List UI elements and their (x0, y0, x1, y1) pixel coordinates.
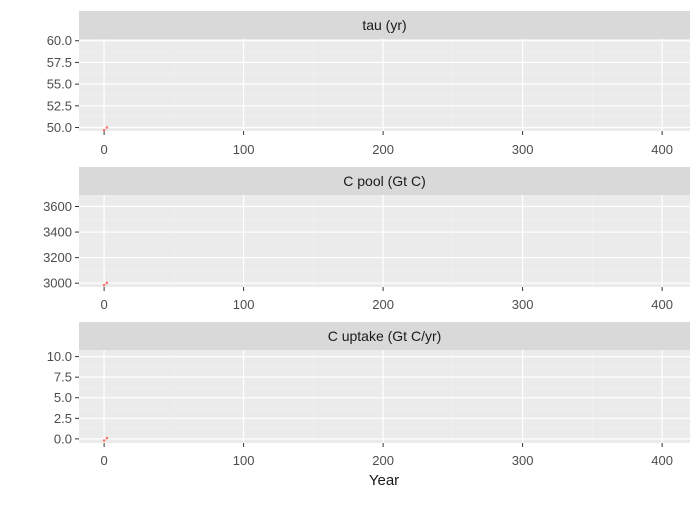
x-axis-title: Year (369, 472, 399, 489)
y-tick-label: 52.5 (47, 98, 72, 113)
x-tick-label: 300 (512, 453, 534, 468)
x-tick-label: 0 (100, 142, 107, 157)
data-point (105, 281, 109, 285)
x-tick-label: 200 (372, 453, 394, 468)
x-tick-label: 100 (233, 453, 255, 468)
y-tick-label: 3400 (43, 225, 72, 240)
data-point (102, 283, 106, 287)
x-tick-label: 400 (651, 297, 673, 312)
x-tick-label: 400 (651, 142, 673, 157)
y-tick-label: 60.0 (47, 33, 72, 48)
facet-panel-1: tau (yr) 50.0 52.5 55.0 57.5 60.0 0 100 200 300 40… (47, 11, 690, 157)
y-tick-label: 10.0 (47, 349, 72, 364)
facet-strip (79, 11, 690, 39)
facet-strip (79, 167, 690, 195)
facet-strip-label: C uptake (Gt C/yr) (328, 328, 442, 344)
x-tick-label: 300 (512, 142, 534, 157)
x-tick-label: 200 (372, 297, 394, 312)
y-tick-label: 5.0 (54, 390, 72, 405)
facet-panel-2: C pool (Gt C) 3000 3200 3400 3600 0 100 200 300 4… (43, 167, 690, 312)
facet-strip (79, 322, 690, 350)
y-tick-label: 57.5 (47, 55, 72, 70)
data-point (102, 439, 106, 442)
panel-background (79, 39, 690, 131)
data-point (102, 128, 106, 132)
x-tick-label: 300 (512, 297, 534, 312)
x-tick-label: 0 (100, 453, 107, 468)
data-point (105, 436, 109, 440)
data-point (105, 126, 109, 129)
y-tick-label: 50.0 (47, 120, 72, 135)
panel-background (79, 195, 690, 287)
panel-background (79, 350, 690, 443)
y-tick-label: 0.0 (54, 431, 72, 446)
y-tick-label: 3200 (43, 250, 72, 265)
facet-strip-label: tau (yr) (362, 17, 406, 33)
x-tick-label: 400 (651, 453, 673, 468)
y-tick-label: 55.0 (47, 77, 72, 92)
y-tick-label: 7.5 (54, 370, 72, 385)
facet-panel-3: C uptake (Gt C/yr) 0.0 2.5 5.0 7.5 10.0 0 100 20… (47, 322, 690, 468)
x-tick-label: 200 (372, 142, 394, 157)
y-tick-label: 3000 (43, 276, 72, 291)
y-tick-label: 2.5 (54, 411, 72, 426)
facet-strip-label: C pool (Gt C) (343, 173, 425, 189)
x-tick-label: 0 (100, 297, 107, 312)
y-tick-label: 3600 (43, 199, 72, 214)
x-tick-label: 100 (233, 142, 255, 157)
x-tick-label: 100 (233, 297, 255, 312)
